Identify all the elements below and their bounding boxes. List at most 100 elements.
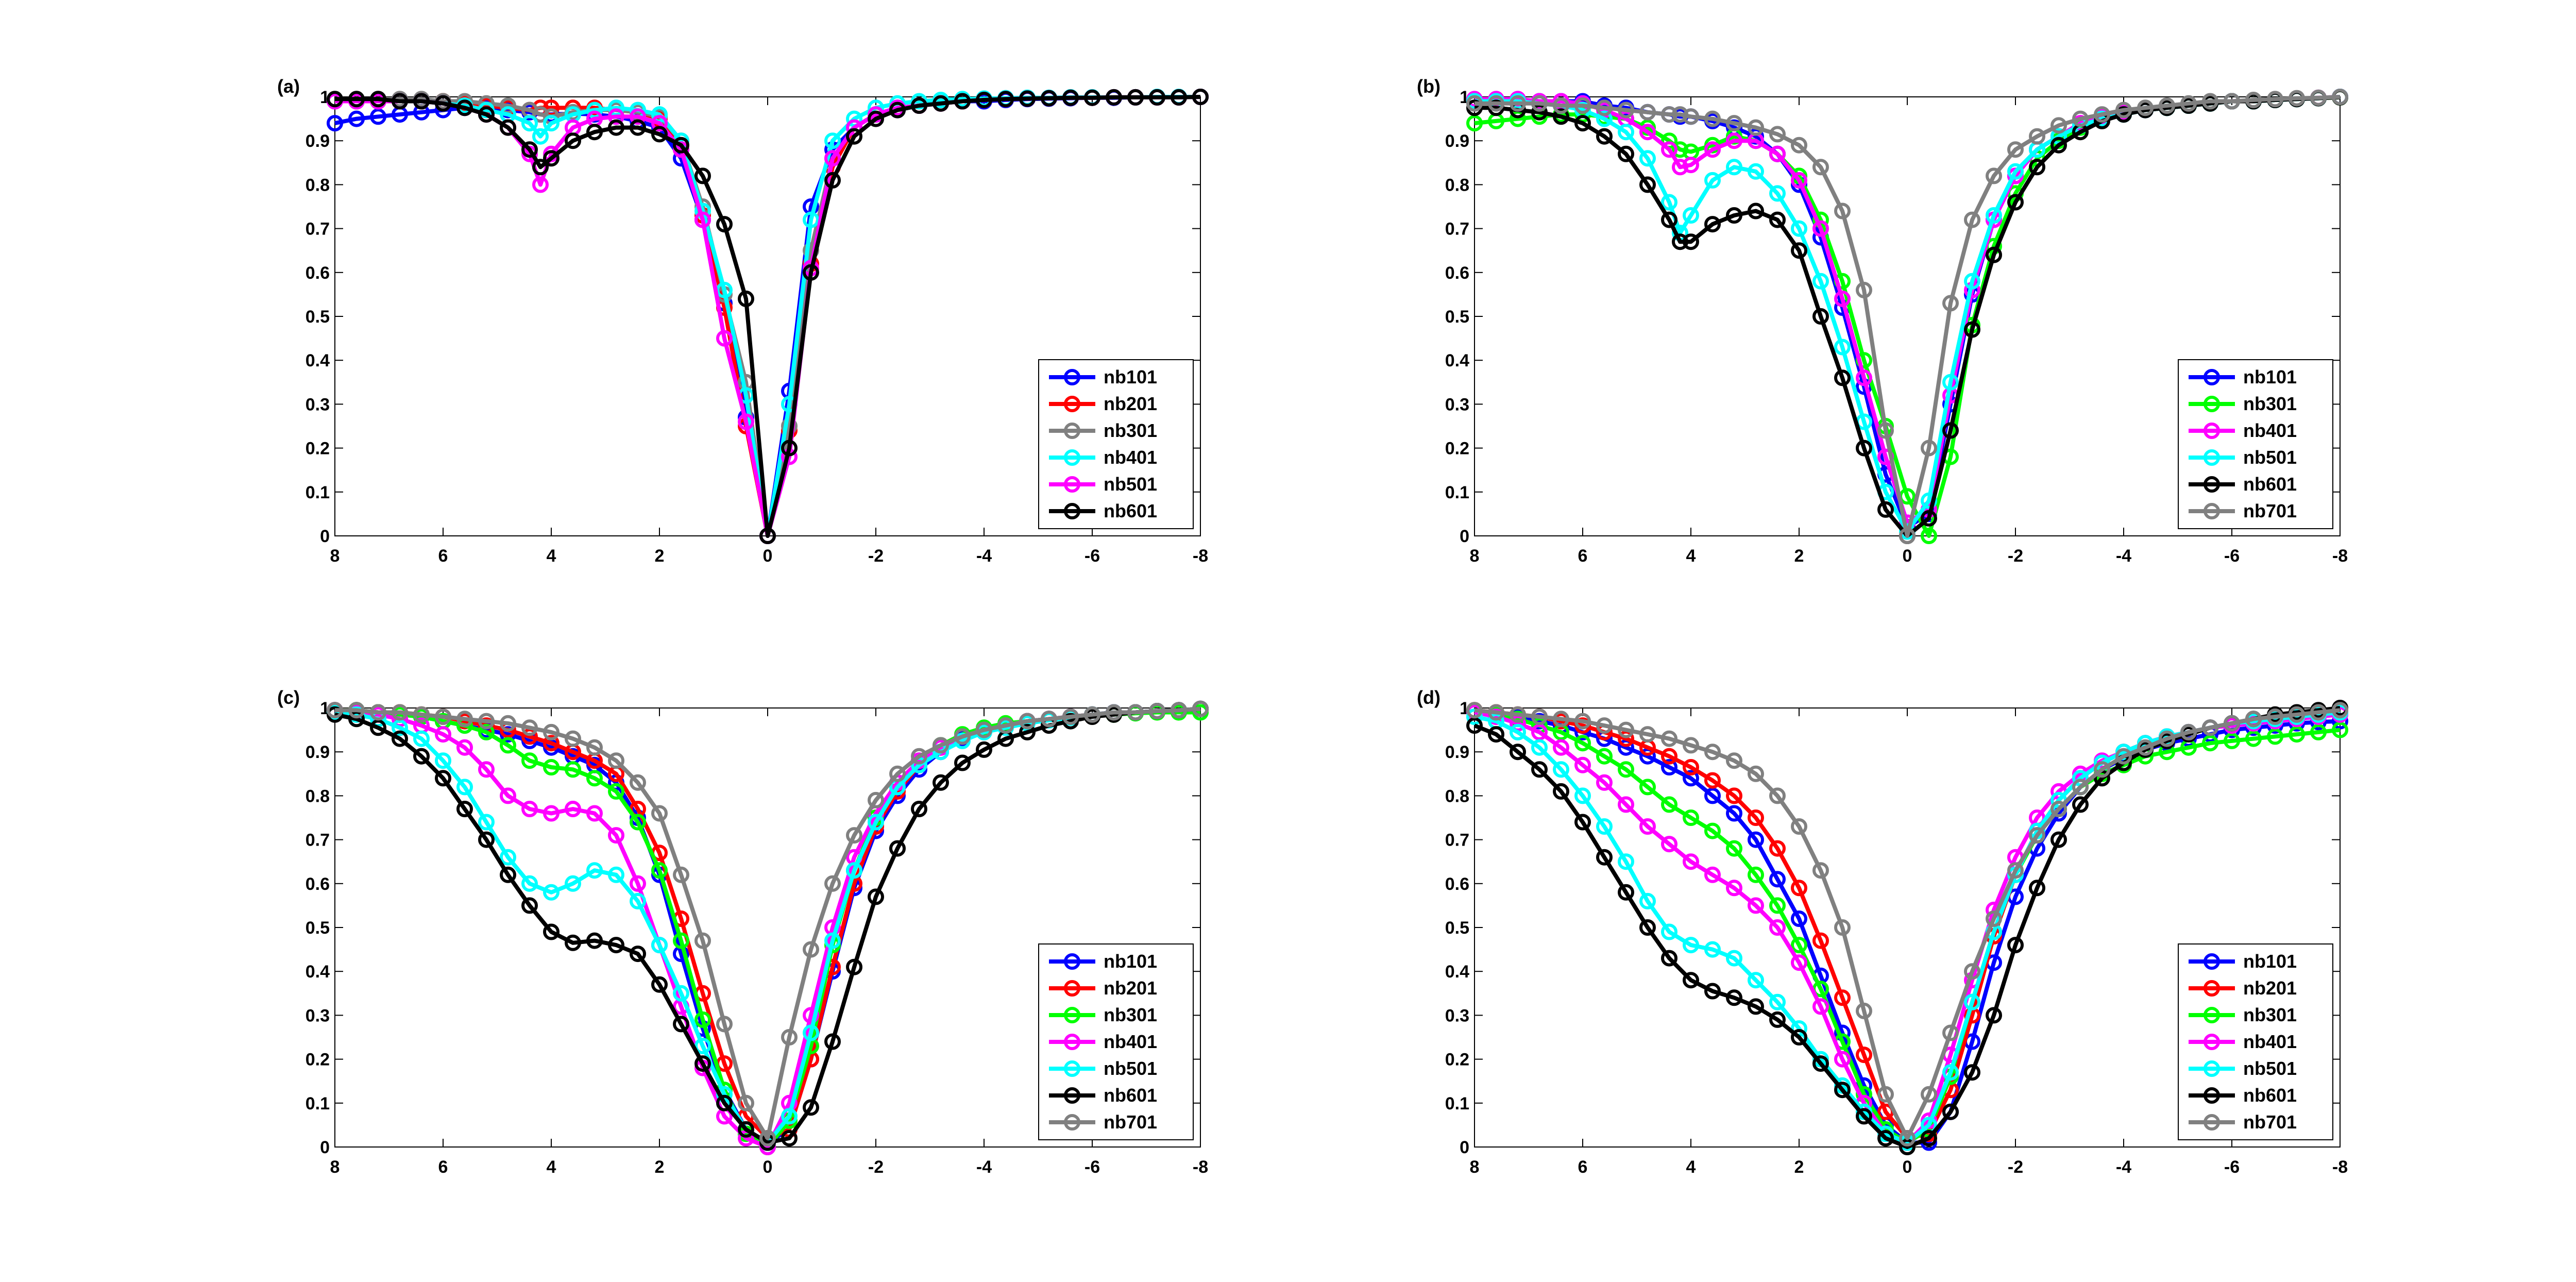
data-point <box>2267 728 2283 745</box>
legend-entry: nb601 <box>1049 500 1157 521</box>
data-point <box>630 108 646 125</box>
data-point <box>1812 862 1829 879</box>
data-point <box>565 875 581 892</box>
y-tick-label: 0.8 <box>306 175 330 195</box>
data-point <box>1769 1011 1786 1028</box>
data-point <box>1574 713 1591 730</box>
data-point <box>1683 853 1699 870</box>
panel-label-a: (a) <box>277 76 300 97</box>
data-point <box>2050 117 2067 134</box>
legend-label: nb301 <box>1104 420 1157 441</box>
data-point <box>2115 102 2132 119</box>
data-point <box>1986 910 2002 927</box>
data-point <box>1791 1029 1807 1045</box>
data-point <box>781 1029 798 1045</box>
legend-label: nb401 <box>2243 420 2297 441</box>
data-point <box>1661 730 1677 747</box>
data-point <box>824 132 841 149</box>
data-point <box>1574 115 1591 132</box>
x-tick-label: -8 <box>1193 1157 1208 1177</box>
x-tick-label: -4 <box>2116 1157 2131 1177</box>
data-point <box>608 119 624 136</box>
data-point <box>500 97 516 114</box>
data-point <box>2245 711 2262 728</box>
data-point <box>1596 818 1613 835</box>
data-point <box>933 95 949 112</box>
data-point <box>889 765 906 782</box>
data-point <box>1106 704 1122 721</box>
data-point <box>673 137 689 154</box>
data-point <box>911 748 927 765</box>
series-nb601 <box>327 89 1209 544</box>
data-point <box>1596 717 1613 734</box>
x-tick-label: -4 <box>2116 546 2131 566</box>
data-point <box>2007 937 2024 954</box>
x-tick-label: 4 <box>1686 1157 1696 1177</box>
data-point <box>1531 739 1548 756</box>
y-tick-label: 0.3 <box>1445 395 1469 414</box>
data-point <box>1769 897 1786 914</box>
y-tick-label: 0 <box>320 1138 330 1157</box>
data-point <box>1672 141 1688 158</box>
data-point <box>824 172 841 189</box>
data-point <box>2007 194 2024 211</box>
data-point <box>1726 207 1742 224</box>
data-point <box>781 1108 798 1125</box>
legend-label: nb701 <box>2243 1111 2297 1133</box>
x-tick-label: 6 <box>438 546 448 566</box>
legend-entry: nb101 <box>2189 366 2297 387</box>
data-point <box>1877 1086 1894 1103</box>
x-tick-label: -4 <box>976 546 992 566</box>
data-point <box>1171 702 1187 719</box>
legend: nb101 nb201 nb301 nb401 nb501 nb601 nb701 <box>1038 943 1194 1140</box>
data-point <box>586 124 603 141</box>
data-point <box>630 119 646 136</box>
x-tick-label: -2 <box>2008 546 2023 566</box>
data-point <box>543 723 560 740</box>
x-tick-label: -8 <box>2332 1157 2348 1177</box>
data-point <box>456 739 473 756</box>
x-tick-label: 6 <box>1578 1157 1588 1177</box>
data-point <box>1510 744 1526 761</box>
y-tick-label: 0 <box>1460 1138 1469 1157</box>
data-point <box>1964 1064 1980 1081</box>
legend-label: nb501 <box>1104 1058 1157 1079</box>
data-point <box>1921 492 1937 509</box>
data-point <box>1171 89 1187 106</box>
data-point <box>1672 159 1688 176</box>
panel-d: 8 6 4 2 0 -2 -4 -6 -8 0 0.1 0.2 0.3 0.4 0.5 0.6 0.7 0.8 0.… <box>1417 687 2348 1177</box>
legend-swatch-marker <box>1064 423 1080 439</box>
data-point <box>1769 787 1786 804</box>
data-point <box>500 849 516 866</box>
legend-entry: nb401 <box>1049 447 1157 468</box>
panel-b: 8 6 4 2 0 -2 -4 -6 -8 0 0.1 0.2 0.3 0.4 0.5 0.6 0.7 0.8 0.… <box>1417 76 2348 566</box>
data-point <box>694 167 711 184</box>
data-point <box>846 827 862 844</box>
data-point <box>630 892 646 909</box>
legend-label: nb101 <box>2243 366 2297 387</box>
y-tick-label: 0.7 <box>1445 831 1469 850</box>
data-point <box>500 119 516 136</box>
data-point <box>1510 95 1526 112</box>
y-tick-label: 0.8 <box>1445 175 1469 195</box>
y-tick-label: 0.4 <box>1445 962 1469 982</box>
data-point <box>2267 709 2283 725</box>
data-point <box>1127 704 1144 721</box>
legend-entry: nb701 <box>1049 1111 1157 1133</box>
data-point <box>2332 721 2348 738</box>
legend: nb101 nb201 nb301 nb401 nb501 nb601 <box>1038 359 1194 529</box>
data-point <box>1856 440 1872 457</box>
data-point <box>1704 216 1721 233</box>
data-point <box>803 211 819 228</box>
x-tick-label: -2 <box>868 546 884 566</box>
legend-swatch-marker <box>1064 980 1080 997</box>
data-point <box>803 1024 819 1041</box>
data-point <box>1639 726 1656 743</box>
legend-label: nb601 <box>1104 500 1157 521</box>
data-point <box>1748 163 1764 180</box>
data-point <box>976 721 992 738</box>
data-point <box>1149 703 1165 719</box>
data-point <box>1856 369 1872 386</box>
data-point <box>435 770 451 787</box>
legend-entry: nb401 <box>2189 420 2297 441</box>
